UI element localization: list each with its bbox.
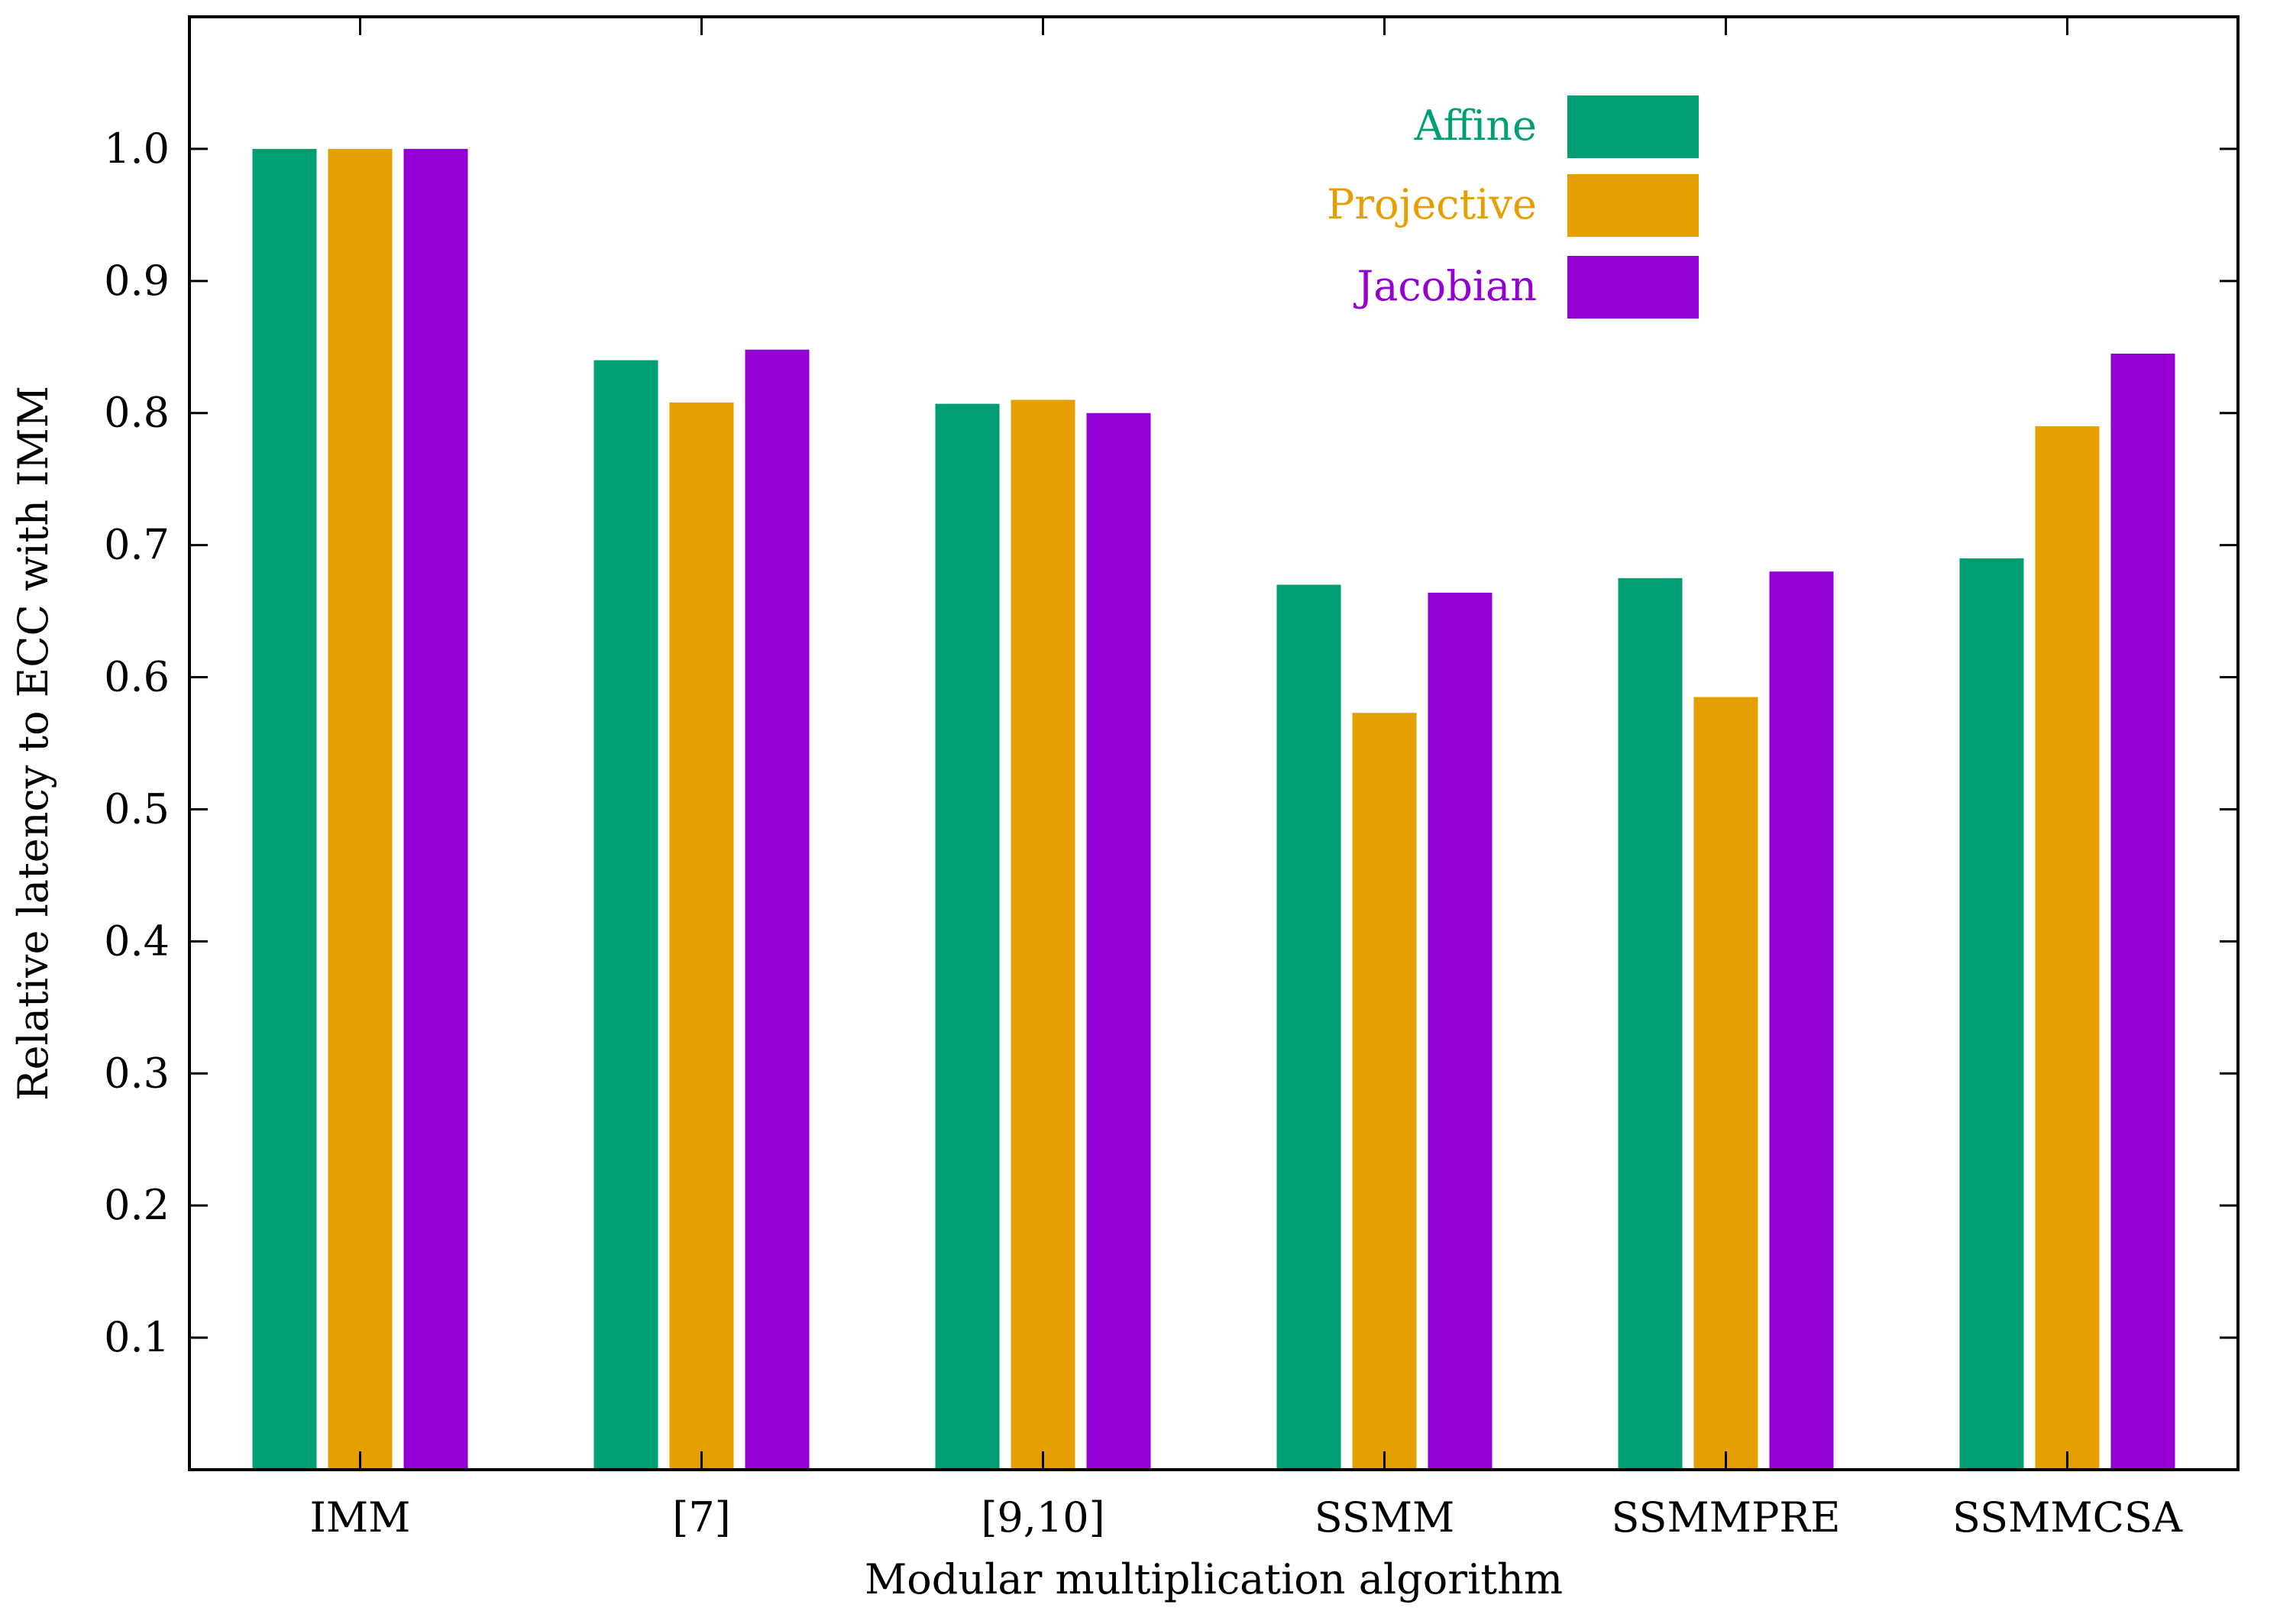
y-tick-label: 0.8 bbox=[104, 389, 170, 437]
x-axis-title: Modular multiplication algorithm bbox=[865, 1555, 1563, 1603]
legend-label-affine: Affine bbox=[1414, 102, 1537, 150]
bar-affine bbox=[252, 148, 317, 1470]
legend: Affine Projective Jacobian bbox=[1327, 95, 1699, 319]
bar-projective bbox=[1011, 400, 1075, 1470]
y-tick-label: 0.9 bbox=[104, 257, 170, 305]
bar-projective bbox=[328, 148, 393, 1470]
bar-projective bbox=[1693, 697, 1758, 1470]
x-tick-label: [9,10] bbox=[981, 1493, 1104, 1542]
y-tick-label: 1.0 bbox=[104, 125, 170, 173]
x-tick-label: SSMM bbox=[1315, 1493, 1455, 1542]
legend-swatch-affine bbox=[1567, 95, 1699, 158]
bar-projective bbox=[669, 402, 734, 1470]
y-tick-label: 0.4 bbox=[104, 917, 170, 965]
legend-label-projective: Projective bbox=[1327, 180, 1537, 228]
x-tick-label: [7] bbox=[672, 1493, 731, 1542]
bar-jacobian bbox=[2110, 353, 2175, 1470]
bar-jacobian bbox=[745, 349, 810, 1470]
bars-group bbox=[252, 148, 2175, 1470]
bar-affine bbox=[1276, 584, 1341, 1470]
x-tick-label: IMM bbox=[310, 1493, 411, 1542]
x-axis: IMM [7] [9,10] SSMM SSMMPRE SSMMCSA bbox=[310, 17, 2183, 1542]
bar-affine bbox=[1618, 577, 1683, 1470]
bar-jacobian bbox=[1769, 571, 1834, 1470]
y-tick-label: 0.2 bbox=[104, 1181, 170, 1229]
y-tick-label: 0.3 bbox=[104, 1049, 170, 1097]
bar-projective bbox=[1352, 713, 1417, 1470]
y-axis-title: Relative latency to ECC with IMM bbox=[9, 386, 57, 1101]
bar-jacobian bbox=[403, 148, 468, 1470]
plot-frame bbox=[188, 15, 2240, 1471]
legend-label-jacobian: Jacobian bbox=[1353, 262, 1537, 310]
bar-affine bbox=[935, 403, 1000, 1470]
y-tick-label: 0.6 bbox=[104, 653, 170, 701]
y-tick-label: 0.5 bbox=[104, 785, 170, 833]
bar-jacobian bbox=[1428, 592, 1493, 1470]
bar-affine bbox=[1959, 558, 2024, 1470]
x-tick-label: SSMMPRE bbox=[1611, 1493, 1840, 1542]
bar-affine bbox=[593, 360, 658, 1470]
bar-projective bbox=[2035, 426, 2100, 1470]
x-tick-label: SSMMCSA bbox=[1952, 1493, 2183, 1542]
bar-jacobian bbox=[1086, 412, 1151, 1470]
legend-swatch-projective bbox=[1567, 174, 1699, 237]
y-tick-label: 0.7 bbox=[104, 521, 170, 569]
y-tick-label: 0.1 bbox=[104, 1313, 170, 1361]
y-axis: 0.1 0.2 0.3 0.4 0.5 0.6 0.7 0.8 0.9 1.0 bbox=[104, 125, 2238, 1361]
legend-swatch-jacobian bbox=[1567, 256, 1699, 319]
